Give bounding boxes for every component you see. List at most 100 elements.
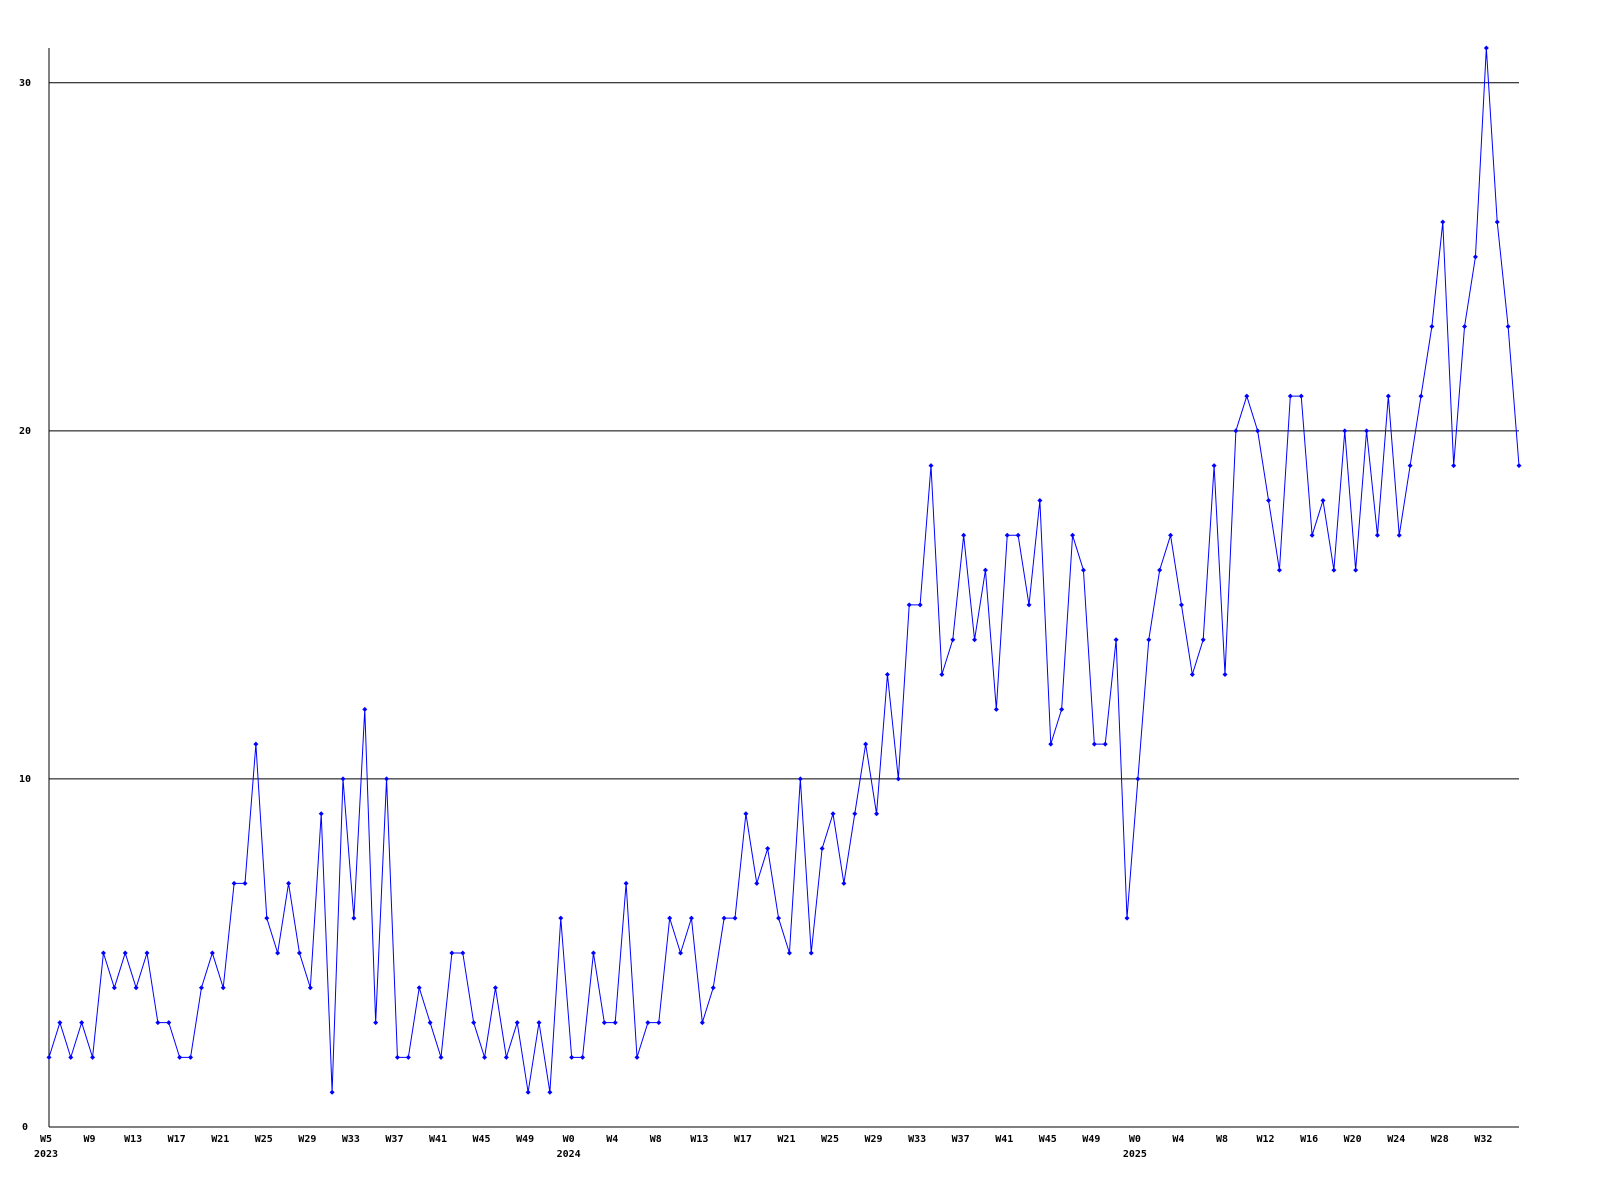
point-marker [993,706,999,712]
point-marker [318,811,324,817]
point-marker [950,637,956,643]
x-year-label: 2023 [34,1149,58,1160]
point-marker [1298,393,1304,399]
point-marker [1320,497,1326,503]
point-marker [1396,532,1402,538]
x-tick-label: W20 [1344,1134,1362,1145]
point-marker [580,1054,586,1060]
point-marker [1505,323,1511,329]
point-marker [340,776,346,782]
x-tick-label: W37 [385,1134,403,1145]
point-marker [623,880,629,886]
point-marker [198,985,204,991]
x-tick-label: W8 [1216,1134,1228,1145]
point-marker [1440,219,1446,225]
point-marker [307,985,313,991]
x-tick-label: W17 [734,1134,752,1145]
y-tick-label: 30 [19,78,31,89]
point-marker [884,672,890,678]
point-marker [177,1054,183,1060]
point-marker [656,1020,662,1026]
x-tick-label: W41 [429,1134,447,1145]
point-marker [100,950,106,956]
point-marker [590,950,596,956]
point-marker [536,1020,542,1026]
point-marker [427,1020,433,1026]
point-marker [90,1054,96,1060]
point-marker [1342,428,1348,434]
point-marker [601,1020,607,1026]
point-marker [961,532,967,538]
point-marker [1113,637,1119,643]
point-marker [699,1020,705,1026]
point-marker [231,880,237,886]
point-marker [786,950,792,956]
point-marker [57,1020,63,1026]
point-marker [1407,463,1413,469]
point-marker [133,985,139,991]
point-marker [895,776,901,782]
point-marker [1516,463,1522,469]
line [48,47,1520,1093]
point-marker [1135,776,1141,782]
point-marker [1178,602,1184,608]
point-marker [242,880,248,886]
point-marker [525,1089,531,1095]
x-tick-label: W21 [211,1134,229,1145]
point-marker [405,1054,411,1060]
point-marker [384,776,390,782]
point-marker [1418,393,1424,399]
x-tick-label: W12 [1257,1134,1275,1145]
point-marker [1146,637,1152,643]
point-marker [482,1054,488,1060]
point-marker [351,915,357,921]
point-marker [1015,532,1021,538]
point-marker [362,706,368,712]
point-marker [841,880,847,886]
point-marker [264,915,270,921]
x-tick-label: W29 [865,1134,883,1145]
y-tick-label: 0 [22,1122,28,1133]
point-marker [1157,567,1163,573]
x-tick-label: W45 [1039,1134,1057,1145]
point-marker [275,950,281,956]
point-marker [1211,463,1217,469]
point-marker [394,1054,400,1060]
point-marker [710,985,716,991]
x-tick-label: W25 [255,1134,273,1145]
point-marker [1276,567,1282,573]
point-marker [373,1020,379,1026]
point-marker [797,776,803,782]
point-marker [1168,532,1174,538]
point-marker [754,880,760,886]
point-marker [471,1020,477,1026]
point-marker [1472,254,1478,260]
point-marker [1244,393,1250,399]
x-tick-label: W9 [84,1134,96,1145]
point-marker [111,985,117,991]
point-marker [492,985,498,991]
point-marker [1287,393,1293,399]
y-tick-label: 20 [19,426,31,437]
point-marker [1070,532,1076,538]
point-marker [732,915,738,921]
x-tick-label: W37 [952,1134,970,1145]
x-tick-label: W25 [821,1134,839,1145]
point-marker [68,1054,74,1060]
point-marker [765,846,771,852]
point-marker [1189,672,1195,678]
point-marker [972,637,978,643]
point-marker [688,915,694,921]
point-marker [1048,741,1054,747]
point-marker [1331,567,1337,573]
point-marker [1385,393,1391,399]
point-marker [286,880,292,886]
x-tick-label: W33 [908,1134,926,1145]
point-marker [1364,428,1370,434]
point-marker [721,915,727,921]
point-marker [852,811,858,817]
point-marker [209,950,215,956]
point-marker [612,1020,618,1026]
